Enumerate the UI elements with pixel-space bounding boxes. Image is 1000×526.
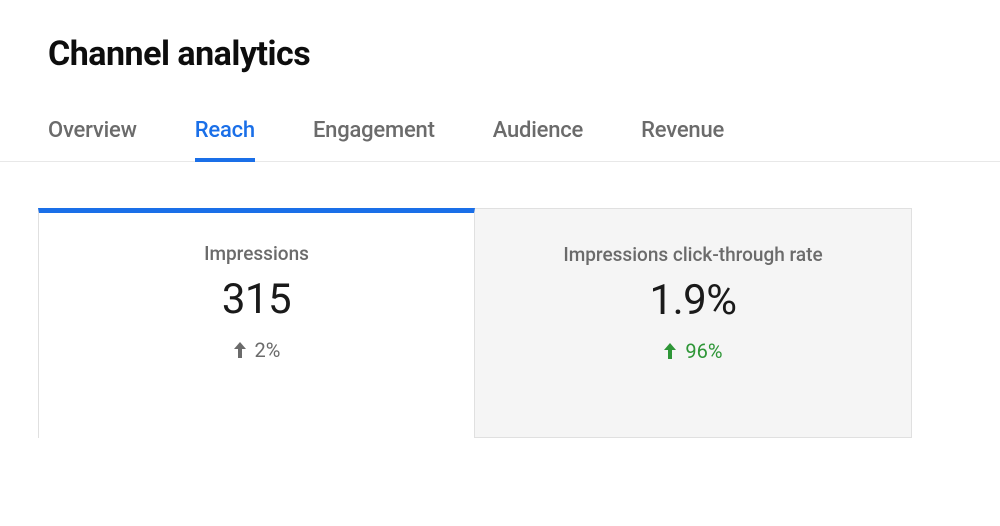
tab-reach[interactable]: Reach (195, 118, 255, 161)
metric-delta: 2% (233, 338, 281, 362)
tab-label: Reach (195, 118, 255, 143)
metric-delta-text: 96% (685, 339, 722, 363)
tab-label: Revenue (641, 118, 724, 143)
metric-value: 315 (39, 275, 474, 324)
tab-overview[interactable]: Overview (48, 118, 137, 161)
tab-revenue[interactable]: Revenue (641, 118, 724, 161)
tab-label: Overview (48, 118, 137, 143)
metric-value: 1.9% (475, 276, 911, 325)
metric-card-ctr[interactable]: Impressions click-through rate 1.9% 96% (475, 208, 912, 438)
tab-engagement[interactable]: Engagement (313, 118, 435, 161)
page-container: Channel analytics Overview Reach Engagem… (0, 0, 1000, 438)
metric-card-impressions[interactable]: Impressions 315 2% (38, 208, 475, 438)
metric-delta-text: 2% (255, 338, 281, 362)
tab-label: Audience (493, 118, 583, 143)
tabs-row: Overview Reach Engagement Audience Reven… (0, 74, 1000, 162)
metric-label: Impressions (39, 242, 474, 265)
metric-cards-row: Impressions 315 2% Impressions click-thr… (38, 208, 1000, 438)
metric-label: Impressions click-through rate (475, 243, 911, 266)
arrow-up-icon (663, 342, 677, 360)
tab-label: Engagement (313, 118, 435, 143)
metric-delta: 96% (663, 339, 722, 363)
arrow-up-icon (233, 341, 247, 359)
page-title: Channel analytics (0, 0, 1000, 74)
tab-audience[interactable]: Audience (493, 118, 583, 161)
